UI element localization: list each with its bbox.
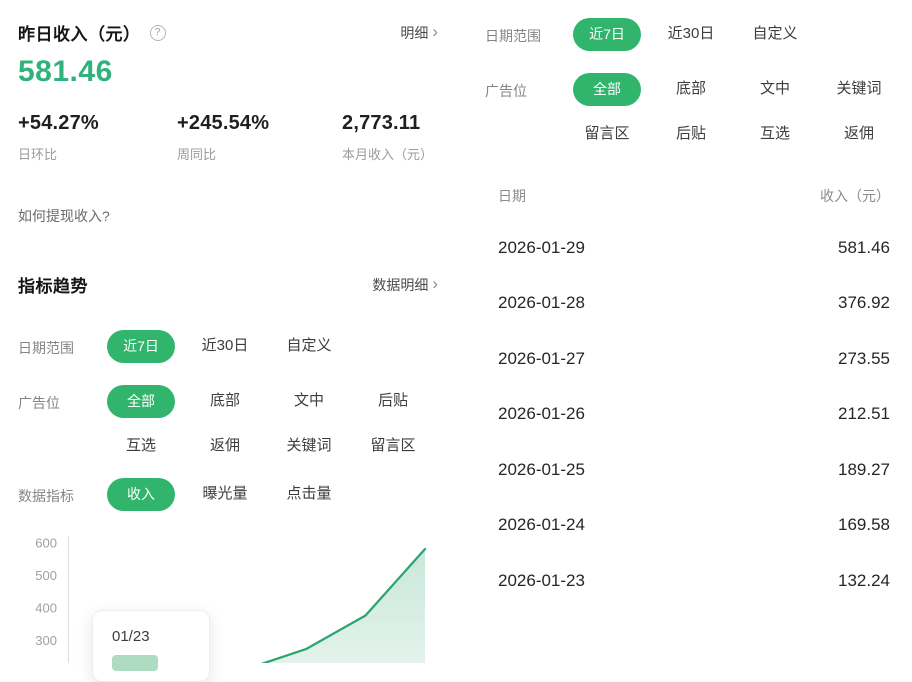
filter-option[interactable]: 点击量 — [286, 485, 332, 503]
filter-option[interactable]: 近30日 — [667, 25, 715, 43]
filter-option[interactable]: 文中 — [293, 392, 324, 410]
filter-option[interactable]: 关键词 — [286, 437, 332, 454]
filter-label: 广告位 — [18, 395, 60, 411]
table-row[interactable]: 2026-01-27 273.55 — [498, 331, 890, 387]
table-row[interactable]: 2026-01-29 581.46 — [498, 220, 890, 276]
withdraw-help-link[interactable]: 如何提现收入? — [18, 208, 110, 224]
table-row[interactable]: 2026-01-26 212.51 — [498, 387, 890, 443]
stat-value: +54.27% — [18, 112, 99, 134]
stat-value: +245.54% — [177, 112, 270, 134]
chart-tooltip: 01/23 — [92, 610, 210, 682]
filter-option[interactable]: 互选 — [125, 437, 156, 454]
trend-chart[interactable]: 300 400 500 600 — [18, 530, 440, 663]
filter-group: 数据指标 收入 曝光量 点击量 — [18, 478, 435, 511]
yesterday-amount: 581.46 — [18, 55, 113, 88]
filter-option-selected[interactable]: 收入 — [107, 478, 175, 511]
income-trend-line-chart[interactable]: 300 400 500 600 — [18, 530, 440, 663]
filter-option[interactable]: 返佣 — [209, 437, 240, 454]
trend-line — [260, 547, 427, 663]
income-detail-panel: 日期范围 近7日 近30日 自定义广告位 全部 底部 文中 关键词留言区 后贴 互选 返佣 日期 收… — [460, 0, 912, 663]
row-date: 2026-01-29 — [498, 237, 585, 257]
filter-label: 广告位 — [485, 83, 527, 99]
chevron-right-icon: › — [432, 22, 438, 41]
tooltip-income-tag — [112, 655, 158, 671]
filter-option[interactable]: 底部 — [209, 392, 240, 410]
stat-label: 周同比 — [177, 147, 217, 162]
filter-group: 日期范围 近7日 近30日 自定义 — [18, 330, 435, 363]
filter-option[interactable]: 互选 — [759, 125, 790, 142]
table-row[interactable]: 2026-01-23 132.24 — [498, 553, 890, 609]
row-value: 189.27 — [838, 459, 890, 479]
yesterday-income-title: 昨日收入（元） — [18, 25, 141, 44]
filter-option[interactable]: 底部 — [675, 80, 706, 98]
filter-option-selected[interactable]: 近7日 — [107, 330, 175, 363]
row-value: 376.92 — [838, 293, 890, 313]
filter-label: 数据指标 — [18, 488, 74, 504]
filter-label: 日期范围 — [485, 28, 541, 44]
stat-month-income: 2,773.11 本月收入（元） — [342, 112, 433, 163]
table-header-date: 日期 — [498, 188, 526, 204]
stat-label: 本月收入（元） — [342, 147, 434, 162]
y-tick-label: 400 — [35, 601, 57, 616]
yesterday-header: 昨日收入（元） ? 明细 › — [18, 20, 438, 45]
trend-header: 指标趋势 数据明细 › — [18, 272, 438, 297]
row-date: 2026-01-25 — [498, 459, 585, 479]
table-row[interactable]: 2026-01-25 189.27 — [498, 442, 890, 498]
filter-option[interactable]: 留言区 — [584, 125, 630, 142]
filter-option[interactable]: 后贴 — [675, 125, 706, 142]
filter-option[interactable]: 返佣 — [843, 125, 874, 142]
row-value: 169.58 — [838, 515, 890, 535]
row-date: 2026-01-28 — [498, 293, 585, 313]
row-value: 212.51 — [838, 404, 890, 424]
income-table: 2026-01-29 581.46 2026-01-28 376.92 2026-01-… — [498, 220, 890, 609]
filter-label: 日期范围 — [18, 340, 74, 356]
stats-row: +54.27% 日环比 +245.54% 周同比 2,773.11 本月收入（元… — [18, 112, 438, 162]
filter-option-selected[interactable]: 全部 — [107, 385, 175, 418]
trend-area — [68, 549, 425, 663]
question-mark: ? — [154, 27, 161, 38]
stat-week-over-week: +245.54% 周同比 — [177, 112, 269, 163]
tooltip-date: 01/23 — [112, 628, 150, 645]
stat-label: 日环比 — [18, 147, 58, 162]
table-header: 日期 收入（元） — [498, 186, 890, 206]
trend-title: 指标趋势 — [18, 277, 88, 296]
income-trend-panel: 昨日收入（元） ? 明细 › 581.46 +54.27% 日环比 +245.5… — [18, 0, 440, 682]
filter-option[interactable]: 文中 — [759, 80, 790, 98]
row-date: 2026-01-27 — [498, 348, 585, 368]
chevron-right-icon: › — [432, 274, 438, 293]
table-header-income: 收入（元） — [820, 188, 890, 204]
filter-option[interactable]: 自定义 — [286, 337, 332, 355]
filter-option[interactable]: 曝光量 — [202, 485, 248, 503]
detail-link[interactable]: 明细 › — [400, 23, 438, 43]
filter-option[interactable]: 后贴 — [377, 392, 408, 410]
row-date: 2026-01-23 — [498, 570, 585, 590]
filter-group: 广告位 全部 底部 文中 关键词留言区 后贴 互选 返佣 — [485, 73, 901, 150]
filter-option[interactable]: 近30日 — [201, 337, 249, 355]
filter-group: 广告位 全部 底部 文中 后贴互选 返佣 关键词 留言区 — [18, 385, 435, 462]
row-date: 2026-01-24 — [498, 515, 585, 535]
filter-option[interactable]: 自定义 — [752, 25, 798, 43]
y-tick-label: 300 — [35, 633, 57, 648]
y-tick-label: 500 — [35, 568, 57, 583]
row-value: 132.24 — [838, 570, 890, 590]
data-detail-link-label: 数据明细 — [372, 276, 429, 293]
stat-day-over-day: +54.27% 日环比 — [18, 112, 99, 163]
table-row[interactable]: 2026-01-28 376.92 — [498, 276, 890, 332]
detail-link-label: 明细 — [400, 24, 429, 41]
data-detail-link[interactable]: 数据明细 › — [372, 275, 438, 295]
filter-group: 日期范围 近7日 近30日 自定义 — [485, 18, 901, 51]
y-tick-label: 600 — [35, 536, 57, 551]
stat-value: 2,773.11 — [342, 112, 421, 134]
row-date: 2026-01-26 — [498, 404, 585, 424]
filter-option-selected[interactable]: 近7日 — [573, 18, 641, 51]
filter-option[interactable]: 关键词 — [836, 80, 882, 98]
table-row[interactable]: 2026-01-24 169.58 — [498, 498, 890, 554]
help-icon[interactable]: ? — [149, 24, 166, 41]
row-value: 273.55 — [838, 348, 890, 368]
filter-option-selected[interactable]: 全部 — [573, 73, 641, 106]
row-value: 581.46 — [838, 237, 890, 257]
filter-option[interactable]: 留言区 — [370, 437, 416, 454]
